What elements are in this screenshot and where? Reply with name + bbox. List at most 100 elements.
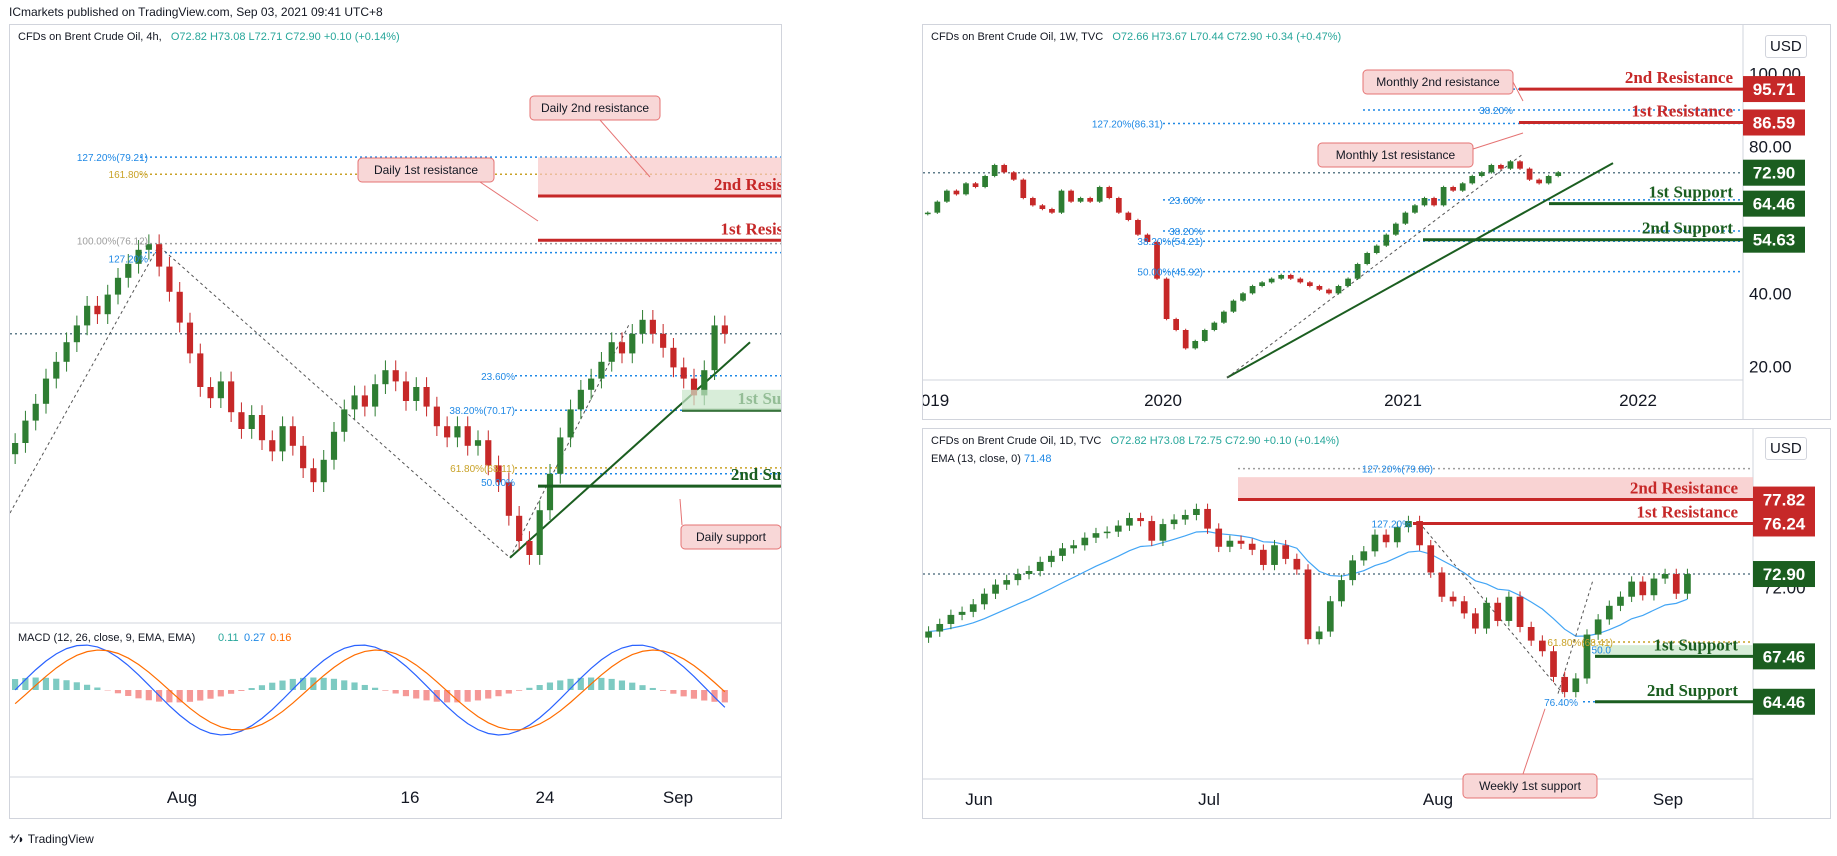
res1-level-label: 1st Resistance xyxy=(1636,502,1738,521)
candle-1w-body xyxy=(1068,190,1074,202)
callout-daily-support: Daily support xyxy=(696,530,767,544)
candle-1w-body xyxy=(1230,300,1237,312)
price-tag-current-bg xyxy=(1743,159,1805,186)
candle-4h-body xyxy=(382,370,389,385)
fib-label-236: 23.60% xyxy=(481,372,515,383)
candle-1w-body xyxy=(1335,286,1342,294)
candle-1d-body xyxy=(1315,631,1323,640)
candle-1w-body xyxy=(1058,190,1065,213)
chart-1d-svg[interactable]: 2nd Resistance 1st Resistance 1st Support 2… xyxy=(923,429,1830,818)
candle-4h-body xyxy=(197,353,204,387)
macd-hist-bar xyxy=(228,690,235,694)
candle-1d-body xyxy=(1204,508,1211,529)
candle-1w-body xyxy=(1373,245,1380,253)
callout-daily-2nd-res: Daily 2nd resistance xyxy=(541,101,649,115)
candle-1d-body xyxy=(1382,534,1390,543)
candle-1w-body xyxy=(1115,198,1122,213)
tv-logo-icon: ⁺⁄◗ xyxy=(9,832,25,846)
candle-4h-body xyxy=(618,342,626,354)
candle-4h-body xyxy=(166,266,173,292)
ohlc-close: C72.90 xyxy=(285,31,321,43)
symbol-label: CFDs on Brent Crude Oil, 1D, TVC xyxy=(931,435,1102,447)
res2-level-label: 2nd Resistance xyxy=(714,175,781,194)
macd-hist-bar xyxy=(53,678,60,690)
chart-1w-svg[interactable]: 2nd Resistance 1st Resistance 1st Support 2… xyxy=(923,25,1830,419)
candle-4h-body xyxy=(330,431,338,460)
candle-1w-body xyxy=(1268,278,1275,283)
macd-hist-bar xyxy=(84,684,91,690)
macd-hist-bar xyxy=(485,690,492,699)
macd-hist-bar xyxy=(145,690,152,701)
tradingview-logo[interactable]: ⁺⁄◗ TradingView xyxy=(9,832,94,846)
price-tag-res1-bg xyxy=(1753,510,1815,537)
candle-4h-body xyxy=(125,263,132,278)
currency-button[interactable]: USD xyxy=(1765,35,1807,58)
ohlc-low: L72.71 xyxy=(248,31,283,43)
candle-1w-body xyxy=(1163,278,1170,319)
res2-level-label: 2nd Resistance xyxy=(1630,479,1739,498)
candle-1w-body xyxy=(1039,205,1046,209)
fib-label-50: 50.0 xyxy=(1592,646,1612,657)
callout-pointer xyxy=(1522,708,1546,775)
time-axis-label: 16 xyxy=(401,788,420,807)
candle-4h-body xyxy=(433,406,440,427)
macd-hist-bar xyxy=(639,685,646,690)
chart-panel-1w[interactable]: 2nd Resistance 1st Resistance 1st Support 2… xyxy=(922,24,1831,420)
fib-label-764: 76.40% xyxy=(1544,698,1578,709)
currency-button[interactable]: USD xyxy=(1765,437,1807,460)
candle-1w-body xyxy=(1545,176,1552,184)
price-tag-sup2: 64.46 xyxy=(1763,693,1806,712)
candle-1w-body xyxy=(1345,278,1351,286)
candle-4h-body xyxy=(22,420,29,443)
candle-1d-body xyxy=(925,631,932,638)
candle-1d-body xyxy=(1617,596,1624,606)
candle-1d-body xyxy=(1494,602,1502,621)
ohlc-low: L72.75 xyxy=(1188,435,1222,447)
res1-level-label: 1st Resistance xyxy=(1631,102,1733,121)
candle-1w-body xyxy=(972,183,979,187)
fib-label-382: 38.20%(70.17) xyxy=(449,406,515,417)
macd-hist-bar xyxy=(186,690,194,702)
time-axis-label: Sep xyxy=(1653,790,1683,809)
ema-value: 71.48 xyxy=(1023,453,1052,465)
price-tag-res1: 86.59 xyxy=(1753,114,1796,133)
candle-1w-body xyxy=(1440,187,1447,206)
candle-1d-body xyxy=(1137,518,1144,522)
fib-label-161: 161.80% xyxy=(109,170,149,181)
res2-level-label: 2nd Resistance xyxy=(1625,68,1734,87)
ohlc-change: +0.34 (+0.47%) xyxy=(1265,31,1342,43)
candle-4h-body xyxy=(721,325,728,334)
candle-4h-body xyxy=(392,370,399,382)
candle-1d-body xyxy=(1293,558,1301,570)
macd-hist-bar xyxy=(372,687,379,690)
candle-1d-body xyxy=(1438,572,1446,597)
candle-1w-body xyxy=(1221,311,1227,323)
callout-pointer xyxy=(599,119,651,178)
chart-panel-1d[interactable]: 2nd Resistance 1st Resistance 1st Support 2… xyxy=(922,428,1831,819)
candle-1d-body xyxy=(1628,581,1635,597)
time-axis-label: Sep xyxy=(663,788,693,807)
candle-1d-body xyxy=(1393,527,1401,543)
macd-hist-bar xyxy=(330,678,338,690)
candle-4h-body xyxy=(12,443,19,455)
candle-1w-body xyxy=(982,176,988,187)
candle-1w-body xyxy=(1364,253,1371,264)
candle-1w-body xyxy=(1316,286,1323,290)
price-axis-label: 80.00 xyxy=(1749,138,1792,157)
candle-1d-body xyxy=(936,623,944,632)
macd-hist-bar xyxy=(629,682,636,690)
time-axis-label: 2021 xyxy=(1384,391,1422,410)
candle-1d-body xyxy=(1025,571,1033,575)
macd-hist-bar xyxy=(269,682,276,690)
callout-monthly-1st-res: Monthly 1st resistance xyxy=(1336,148,1456,162)
macd-hist-bar xyxy=(382,690,389,691)
macd-hist-bar xyxy=(42,677,50,690)
ohlc-close: C72.90 xyxy=(1226,31,1263,43)
macd-hist-bar xyxy=(217,690,224,697)
candle-1w-body xyxy=(1498,165,1504,169)
symbol-label: CFDs on Brent Crude Oil, 1W, TVC xyxy=(931,31,1104,43)
candle-4h-body xyxy=(629,333,636,354)
candle-1d-body xyxy=(1226,540,1234,547)
